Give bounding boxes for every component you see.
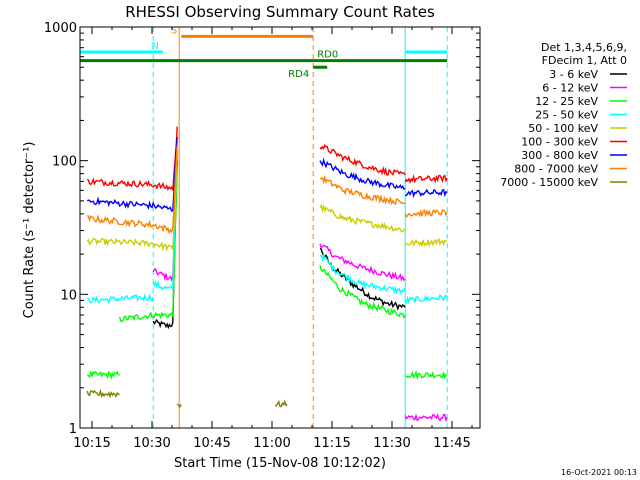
series-7000-15000-kev-segment-1 — [86, 388, 120, 399]
x-tick-label-10-45: 10:45 — [193, 436, 230, 451]
flag-label-n: N — [151, 41, 158, 52]
series-25-50-kev-segment-1 — [86, 293, 154, 305]
legend-label-25-50-kev: 25 - 50 keV — [535, 109, 598, 122]
y-axis-label: Count Rate (s⁻¹ detector⁻¹) — [22, 142, 37, 319]
series-50-100-kev-segment-2 — [319, 203, 406, 233]
series-300-800-kev-segment-2 — [319, 157, 406, 190]
legend-label-50-100-kev: 50 - 100 keV — [528, 122, 598, 135]
x-tick-label-11-15: 11:15 — [313, 436, 350, 451]
y-tick-label-10: 10 — [60, 288, 77, 303]
series-12-25-kev-segment-2 — [118, 166, 178, 323]
series-12-25-kev-segment-4 — [405, 370, 448, 381]
series-800-7000-kev-segment-1 — [87, 145, 178, 235]
flag-label-rd4: RD4 — [288, 69, 309, 80]
series-100-300-kev-segment-2 — [319, 143, 406, 176]
x-tick-label-11-30: 11:30 — [373, 436, 410, 451]
series-3-6-kev-segment-2 — [319, 248, 406, 311]
legend-label-12-25-kev: 12 - 25 keV — [535, 95, 598, 108]
legend-label-300-800-kev: 300 - 800 keV — [521, 149, 598, 162]
legend-label-7000-15000-kev: 7000 - 15000 keV — [500, 176, 598, 189]
legend-label-100-300-kev: 100 - 300 keV — [521, 136, 598, 149]
x-tick-label-11-45: 11:45 — [433, 436, 470, 451]
series-7000-15000-kev-segment-2 — [176, 403, 182, 409]
footer-date: 16-Oct-2021 00:13 — [561, 468, 637, 477]
y-tick-label-1: 1 — [69, 422, 77, 437]
legend-label-800-7000-kev: 800 - 7000 keV — [514, 163, 598, 176]
x-tick-label-10-30: 10:30 — [133, 436, 170, 451]
flag-label-rd0: RD0 — [317, 50, 338, 61]
legend-header-line-1: Det 1,3,4,5,6,9, — [541, 41, 627, 54]
series-25-50-kev-segment-2 — [152, 150, 178, 291]
plot-frame — [79, 26, 481, 429]
series-12-25-kev-segment-1 — [87, 369, 120, 381]
x-axis-label: Start Time (15-Nov-08 10:12:02) — [174, 456, 386, 471]
y-tick-label-100: 100 — [52, 155, 77, 170]
series-800-7000-kev-segment-2 — [319, 174, 406, 206]
y-tick-label-1000: 1000 — [44, 21, 77, 36]
x-tick-label-11-00: 11:00 — [253, 436, 290, 451]
chart-title: RHESSI Observing Summary Count Rates — [125, 3, 435, 21]
series-6-12-kev-segment-3 — [404, 413, 448, 423]
legend-header-line-2: FDecim 1, Att 0 — [542, 54, 627, 67]
flag-label-s: S — [171, 25, 177, 36]
legend-label-3-6-kev: 3 - 6 keV — [549, 68, 598, 81]
series-25-50-kev-segment-4 — [404, 293, 448, 304]
series-50-100-kev-segment-1 — [86, 150, 178, 252]
series-300-800-kev-segment-3 — [405, 188, 448, 199]
series-7000-15000-kev-segment-3 — [274, 399, 288, 408]
x-tick-label-10-15: 10:15 — [73, 436, 110, 451]
series-6-12-kev-segment-2 — [319, 243, 406, 282]
series-12-25-kev-segment-3 — [319, 265, 406, 320]
series-800-7000-kev-segment-3 — [404, 208, 448, 218]
legend-label-6-12-kev: 6 - 12 keV — [542, 82, 598, 95]
series-50-100-kev-segment-3 — [404, 237, 448, 248]
series-100-300-kev-segment-3 — [404, 174, 448, 185]
series-300-800-kev-segment-1 — [86, 137, 178, 212]
series-100-300-kev-segment-1 — [86, 126, 178, 191]
series-25-50-kev-segment-3 — [319, 252, 406, 295]
